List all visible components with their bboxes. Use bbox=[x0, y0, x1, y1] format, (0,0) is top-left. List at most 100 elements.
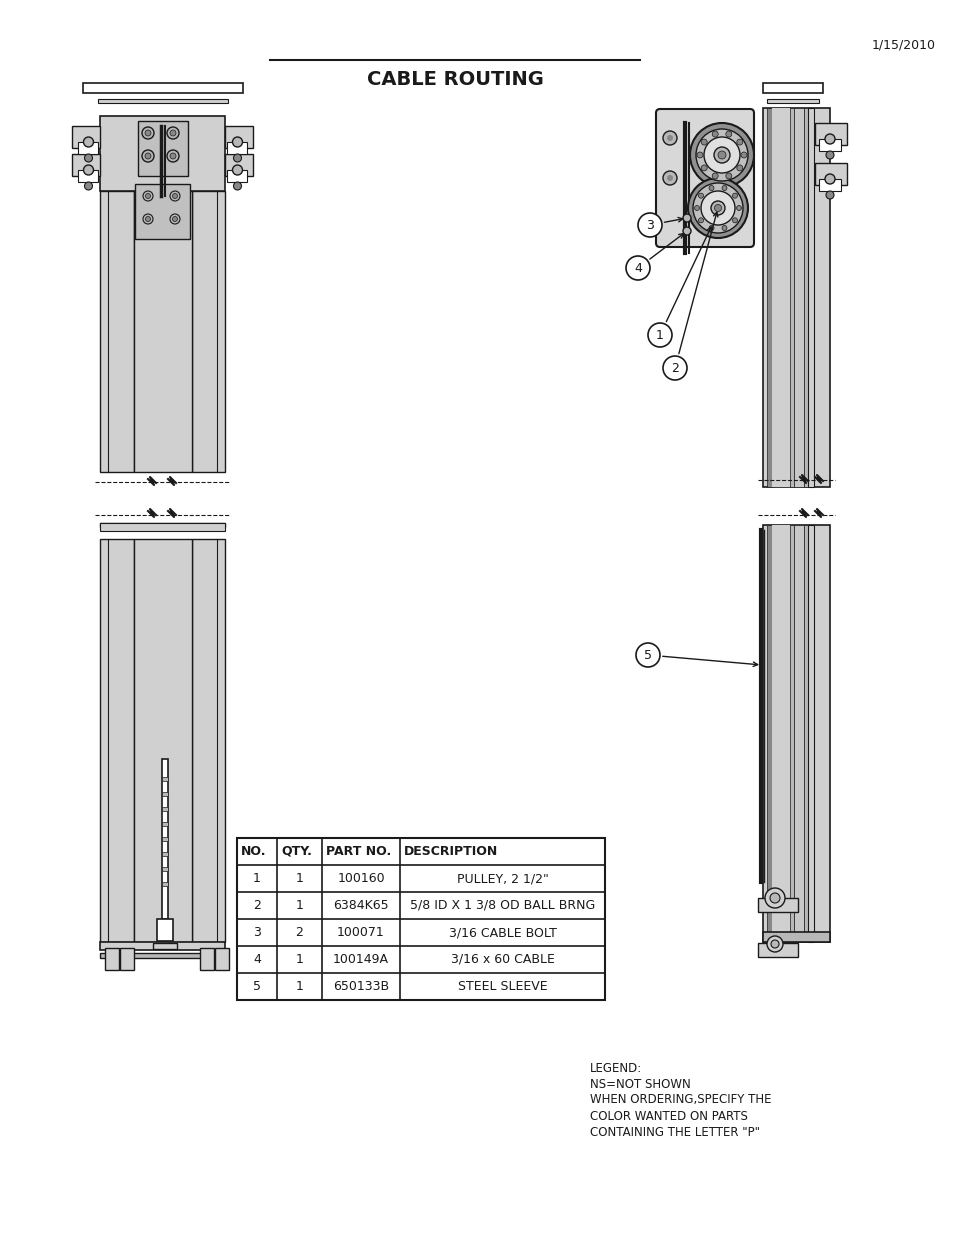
Circle shape bbox=[172, 194, 177, 199]
Text: 1: 1 bbox=[295, 981, 303, 993]
Bar bbox=[72, 154, 100, 177]
Text: 5: 5 bbox=[253, 981, 261, 993]
Text: 5/8 ID X 1 3/8 OD BALL BRNG: 5/8 ID X 1 3/8 OD BALL BRNG bbox=[410, 899, 595, 911]
Circle shape bbox=[170, 214, 180, 224]
Text: NO.: NO. bbox=[241, 845, 266, 858]
Text: 1: 1 bbox=[656, 329, 663, 342]
Circle shape bbox=[170, 130, 175, 136]
Circle shape bbox=[700, 140, 706, 144]
Text: 100149A: 100149A bbox=[333, 953, 389, 966]
Circle shape bbox=[697, 152, 702, 158]
Circle shape bbox=[142, 127, 153, 140]
Text: DESCRIPTION: DESCRIPTION bbox=[403, 845, 497, 858]
Text: 4: 4 bbox=[634, 262, 641, 274]
Circle shape bbox=[682, 214, 690, 222]
Bar bbox=[100, 116, 225, 191]
Bar bbox=[225, 154, 253, 177]
Bar bbox=[766, 99, 818, 103]
Bar bbox=[162, 882, 168, 885]
Circle shape bbox=[636, 643, 659, 667]
Circle shape bbox=[703, 137, 740, 173]
Circle shape bbox=[233, 165, 242, 175]
Circle shape bbox=[146, 216, 151, 221]
Circle shape bbox=[682, 227, 690, 235]
Bar bbox=[133, 538, 192, 942]
Circle shape bbox=[145, 153, 151, 159]
Circle shape bbox=[712, 131, 718, 137]
Circle shape bbox=[233, 182, 241, 190]
Bar bbox=[120, 948, 134, 969]
Bar bbox=[818, 179, 841, 191]
Bar bbox=[162, 867, 168, 871]
Text: WHEN ORDERING,SPECIFY THE: WHEN ORDERING,SPECIFY THE bbox=[589, 1093, 771, 1107]
Text: QTY.: QTY. bbox=[281, 845, 312, 858]
Text: CONTAINING THE LETTER "P": CONTAINING THE LETTER "P" bbox=[589, 1125, 760, 1139]
Bar bbox=[215, 948, 230, 969]
Circle shape bbox=[698, 217, 702, 222]
Circle shape bbox=[85, 182, 92, 190]
Circle shape bbox=[732, 217, 737, 222]
Text: 3/16 x 60 CABLE: 3/16 x 60 CABLE bbox=[450, 953, 554, 966]
Text: 1: 1 bbox=[253, 872, 261, 885]
Text: 6384K65: 6384K65 bbox=[333, 899, 389, 911]
Bar bbox=[766, 525, 771, 942]
Circle shape bbox=[732, 193, 737, 198]
Circle shape bbox=[647, 324, 671, 347]
Bar bbox=[162, 792, 168, 797]
Circle shape bbox=[662, 356, 686, 380]
Text: PART NO.: PART NO. bbox=[326, 845, 391, 858]
Text: 1/15/2010: 1/15/2010 bbox=[871, 38, 935, 52]
Circle shape bbox=[825, 151, 833, 159]
FancyBboxPatch shape bbox=[656, 109, 753, 247]
Text: 2: 2 bbox=[295, 926, 303, 939]
Text: 5: 5 bbox=[643, 648, 651, 662]
Bar bbox=[133, 191, 192, 472]
Bar bbox=[192, 538, 225, 942]
Bar bbox=[83, 83, 243, 93]
Bar bbox=[814, 124, 846, 144]
Bar bbox=[771, 525, 789, 942]
Bar bbox=[803, 107, 807, 487]
Text: LEGEND:: LEGEND: bbox=[589, 1062, 641, 1074]
Circle shape bbox=[764, 888, 784, 908]
Text: 1: 1 bbox=[295, 872, 303, 885]
Bar bbox=[762, 107, 829, 487]
Circle shape bbox=[85, 154, 92, 162]
Bar bbox=[106, 948, 119, 969]
Circle shape bbox=[736, 140, 742, 144]
Circle shape bbox=[824, 135, 834, 144]
Bar bbox=[803, 525, 807, 942]
Circle shape bbox=[146, 194, 151, 199]
Circle shape bbox=[625, 256, 649, 280]
Bar bbox=[766, 107, 771, 487]
Bar bbox=[72, 126, 100, 148]
Circle shape bbox=[84, 137, 93, 147]
Circle shape bbox=[718, 151, 725, 159]
Circle shape bbox=[638, 212, 661, 237]
Circle shape bbox=[698, 193, 702, 198]
Circle shape bbox=[710, 201, 724, 215]
Text: 1: 1 bbox=[295, 953, 303, 966]
Circle shape bbox=[170, 153, 175, 159]
Text: 1: 1 bbox=[295, 899, 303, 911]
Bar bbox=[162, 777, 168, 781]
Text: 3: 3 bbox=[645, 219, 653, 231]
Bar bbox=[758, 944, 797, 957]
Circle shape bbox=[666, 175, 672, 182]
Bar bbox=[162, 852, 168, 856]
Bar bbox=[758, 898, 797, 911]
Text: NS=NOT SHOWN: NS=NOT SHOWN bbox=[589, 1077, 690, 1091]
Circle shape bbox=[725, 131, 731, 137]
Text: 3/16 CABLE BOLT: 3/16 CABLE BOLT bbox=[448, 926, 556, 939]
Bar bbox=[162, 806, 168, 811]
Bar bbox=[762, 525, 829, 942]
Circle shape bbox=[700, 191, 734, 225]
Bar bbox=[100, 953, 225, 958]
Text: CABLE ROUTING: CABLE ROUTING bbox=[366, 69, 543, 89]
Bar bbox=[135, 184, 190, 240]
Bar bbox=[771, 107, 789, 487]
Circle shape bbox=[167, 127, 179, 140]
Circle shape bbox=[736, 205, 740, 210]
Circle shape bbox=[708, 185, 713, 190]
Circle shape bbox=[712, 173, 718, 179]
